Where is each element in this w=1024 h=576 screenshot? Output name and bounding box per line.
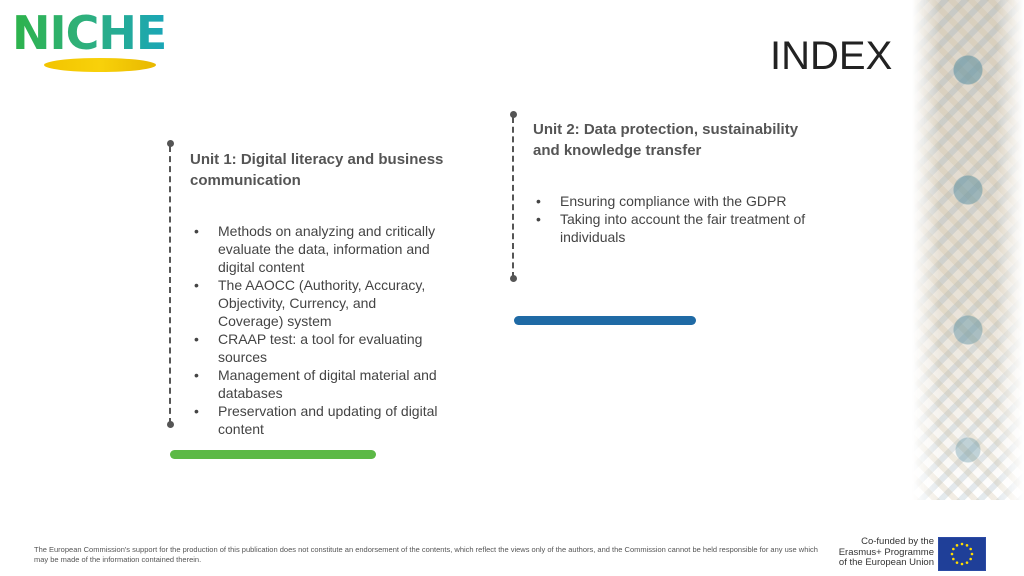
unit-1-topic-list: Methods on analyzing and critically eval… — [190, 222, 442, 438]
logo-text: NICHE — [12, 6, 167, 60]
eu-flag-icon — [938, 537, 986, 571]
unit-2-timeline-dot-bottom — [510, 275, 517, 282]
eu-stars — [950, 542, 974, 566]
logo-swoosh — [44, 58, 156, 72]
page-title: INDEX — [770, 34, 893, 78]
eu-star-icon — [960, 542, 964, 546]
unit-1-accent-bar — [170, 450, 376, 459]
unit-1-timeline-dot-bottom — [167, 421, 174, 428]
eu-star-icon — [960, 562, 964, 566]
eu-star-icon — [952, 557, 955, 561]
footer-disclaimer: The European Commission's support for th… — [34, 545, 818, 564]
eu-star-icon — [955, 544, 959, 547]
eu-star-icon — [965, 561, 969, 564]
eu-text-line-1: Co-funded by the — [861, 536, 934, 547]
list-item: Preservation and updating of digital con… — [190, 402, 442, 438]
eu-star-icon — [952, 547, 955, 551]
list-item: Ensuring compliance with the GDPR — [532, 192, 812, 210]
unit-1-title: Unit 1: Digital literacy and business co… — [190, 149, 460, 191]
unit-2-accent-bar — [514, 316, 696, 325]
list-item: CRAAP test: a tool for evaluating source… — [190, 330, 442, 366]
eu-text-line-2: Erasmus+ Programme — [838, 546, 934, 558]
eu-star-icon — [969, 547, 972, 551]
unit-1-title-line-2: communication — [190, 172, 301, 189]
eu-star-icon — [950, 552, 954, 556]
unit-2-title-line-2: and knowledge transfer — [533, 142, 702, 159]
niche-logo: NICHE — [12, 8, 182, 72]
decorative-ornament-strip — [912, 0, 1024, 500]
eu-cofunded-text: Co-funded by the Erasmus+ Programme of t… — [832, 536, 934, 569]
unit-2-title-line-1: Unit 2: Data protection, sustainability — [533, 121, 799, 138]
unit-1-timeline-line — [169, 146, 171, 424]
eu-star-icon — [955, 561, 959, 564]
list-item: Taking into account the fair treatment o… — [532, 210, 812, 246]
eu-star-icon — [965, 544, 969, 547]
eu-star-icon — [969, 557, 972, 561]
unit-2-timeline-line — [512, 117, 514, 278]
list-item: Management of digital material and datab… — [190, 366, 442, 402]
unit-2-title: Unit 2: Data protection, sustainability … — [533, 119, 823, 161]
eu-star-icon — [970, 552, 974, 556]
list-item: The AAOCC (Authority, Accuracy, Objectiv… — [190, 276, 442, 330]
list-item: Methods on analyzing and critically eval… — [190, 222, 442, 276]
unit-2-topic-list: Ensuring compliance with the GDPR Taking… — [532, 192, 812, 246]
eu-text-line-3: of the European Union — [838, 557, 934, 568]
unit-2-timeline-dot-top — [510, 111, 517, 118]
unit-1-timeline-dot-top — [167, 140, 174, 147]
unit-1-title-line-1: Unit 1: Digital literacy and business — [190, 151, 444, 168]
